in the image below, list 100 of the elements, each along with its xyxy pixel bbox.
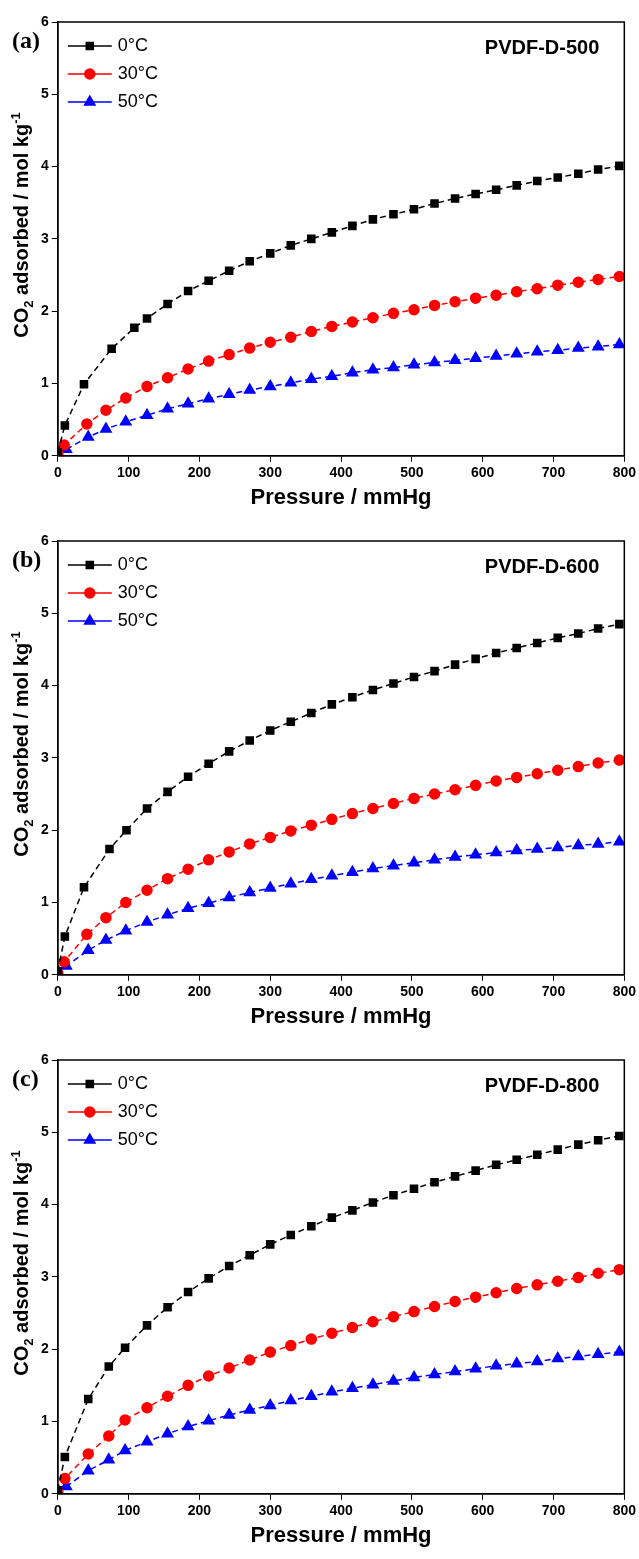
x-tick-label: 700 [541,1502,566,1519]
text: PVDF-D-600 [484,554,600,577]
point [471,1166,480,1175]
point [107,344,116,354]
point [59,1472,71,1485]
point [105,844,114,854]
point [490,845,503,857]
point [119,1414,131,1426]
x-axis-title: Pressure / mmHg [250,1521,432,1547]
point [551,840,564,852]
x-tick-label: 600 [471,983,495,1000]
y-tick-label: 2 [40,1340,49,1357]
x-tick-label: 700 [541,464,566,481]
point [346,1381,359,1392]
point [161,402,174,413]
point [367,802,379,815]
point [572,341,585,352]
x-tick-label: 300 [258,464,283,481]
point [204,759,213,768]
point [141,380,153,393]
point [325,1385,338,1396]
point [100,404,112,416]
point [325,369,338,381]
legend-label: 50°C [117,1128,159,1149]
x-tick-label: 500 [400,1502,424,1519]
point [60,421,70,430]
x-tick-label: 100 [116,983,141,1000]
point [531,283,543,295]
point [245,257,254,266]
y-tick-label: 5 [40,1123,49,1140]
point [82,1448,94,1460]
point [326,320,338,333]
point [243,838,256,850]
point [366,1377,379,1389]
y-tick-label: 0 [40,446,49,463]
point [103,1430,115,1442]
legend-label: 50°C [117,609,159,630]
point [348,1206,357,1215]
point [327,228,337,237]
point [119,1443,132,1455]
point [141,1434,153,1446]
point [204,276,213,286]
point [264,1346,276,1358]
point [430,1177,439,1187]
point [531,768,543,780]
legend-label: 30°C [117,62,159,83]
point [348,221,357,231]
y-tick-label: 3 [40,1267,49,1284]
point [245,736,254,745]
point [469,292,482,304]
point [264,336,276,349]
y-tick-label: 2 [40,821,49,838]
point [346,316,359,328]
point [285,331,297,343]
x-tick-label: 0 [53,1502,62,1519]
point [223,1362,235,1374]
point [161,872,174,885]
point [243,383,256,394]
x-tick-label: 300 [258,1502,283,1519]
point [366,861,379,873]
point [307,234,316,244]
point [224,747,234,756]
x-tick-label: 600 [471,1502,495,1519]
point [531,1354,544,1366]
point [531,1279,543,1291]
x-axis-title: Pressure / mmHg [250,483,432,509]
point [305,325,318,338]
point [593,1135,603,1145]
legend-label: 0°C [117,34,148,55]
point [285,825,297,837]
point [264,379,277,391]
point [141,915,153,926]
point [613,754,625,766]
text: (a) [12,27,40,54]
point [532,176,542,186]
y-tick-label: 1 [40,1412,49,1429]
point [79,379,89,389]
legend-label: 0°C [117,1072,148,1093]
point [409,1184,419,1193]
point [574,1140,583,1149]
point [81,928,93,941]
text: PVDF-D-500 [484,35,600,58]
point [510,1356,523,1368]
point [79,883,89,892]
y-tick-label: 0 [40,1484,49,1501]
point [286,1230,296,1240]
point [428,853,441,864]
point [615,161,624,171]
point [572,838,585,850]
y-tick-label: 3 [40,748,49,765]
point [346,865,359,876]
point [346,365,359,377]
x-tick-label: 200 [187,464,212,481]
point [408,1305,420,1318]
point [469,779,482,792]
point [142,314,152,323]
point [119,923,132,935]
point [531,344,544,356]
point [82,1463,95,1475]
point [428,355,441,367]
